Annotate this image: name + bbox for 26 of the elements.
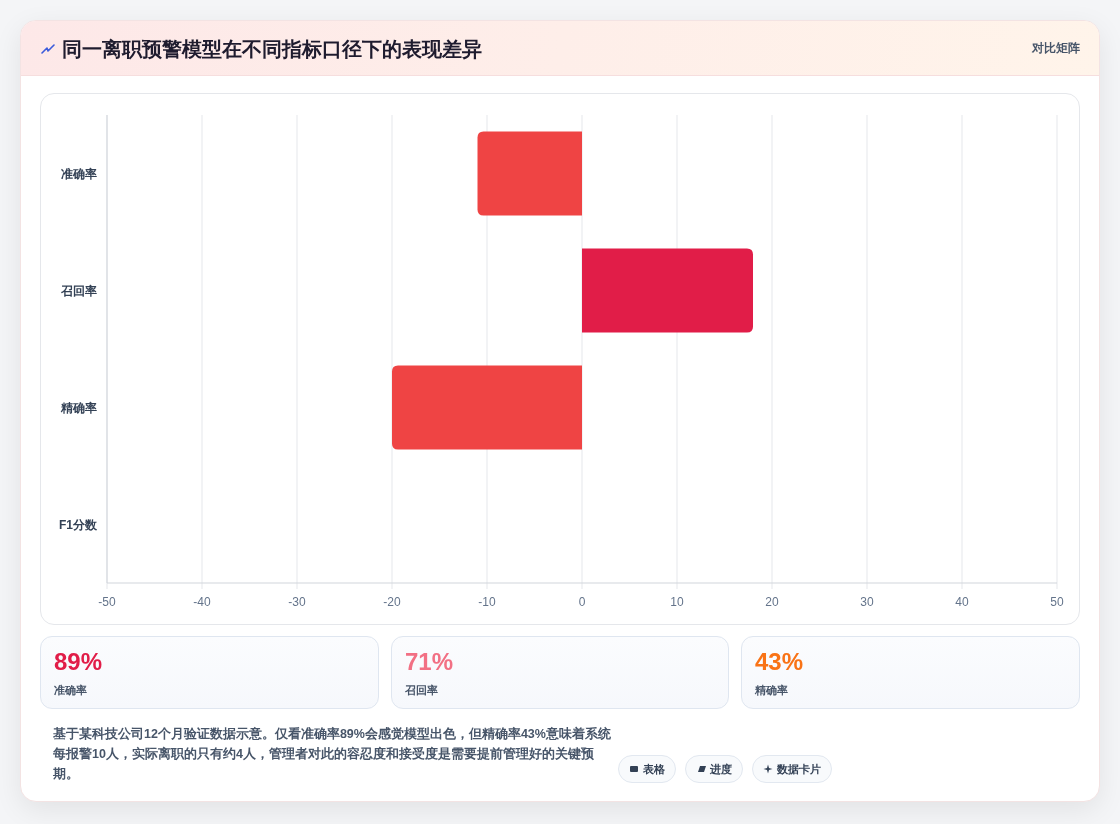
- text: 基于某科技公司12个月验证数据示意。仅看准确率89%会感觉模型出色，但精确率43%意味着系统每报警10人，实际离职的只有约4人，管理者对此的容忍度和接受度是需要提前管理好的关键预期。: [53, 725, 612, 783]
- y-tick-label: 精确率: [60, 400, 97, 415]
- x-tick-label: 30: [860, 595, 874, 609]
- y-tick-label: 召回率: [60, 283, 97, 298]
- x-tick-label: -20: [383, 595, 401, 609]
- text: 43%: [755, 648, 804, 676]
- x-tick-label: 10: [670, 595, 684, 609]
- x-tick-label: -50: [98, 595, 116, 609]
- x-tick-label: 50: [1050, 595, 1064, 609]
- text: 表格: [643, 761, 665, 777]
- text: 进度: [710, 761, 732, 777]
- text: 精确率: [755, 683, 788, 698]
- text: 召回率: [405, 683, 438, 698]
- y-tick-label: 准确率: [61, 166, 97, 181]
- chart-title: 同一离职预警模型在不同指标口径下的表现差异: [62, 37, 482, 62]
- text: 对比矩阵: [1032, 40, 1080, 57]
- x-tick-label: -30: [288, 595, 306, 609]
- x-tick-label: 0: [578, 595, 586, 609]
- x-tick-label: 40: [955, 595, 969, 609]
- x-tick-label: 20: [765, 595, 779, 609]
- text: 71%: [405, 648, 454, 676]
- text: 数据卡片: [777, 761, 821, 777]
- text: 89%: [54, 648, 103, 676]
- y-tick-label: F1分数: [58, 517, 98, 532]
- x-tick-label: -40: [193, 595, 211, 609]
- x-tick-label: -10: [478, 595, 496, 609]
